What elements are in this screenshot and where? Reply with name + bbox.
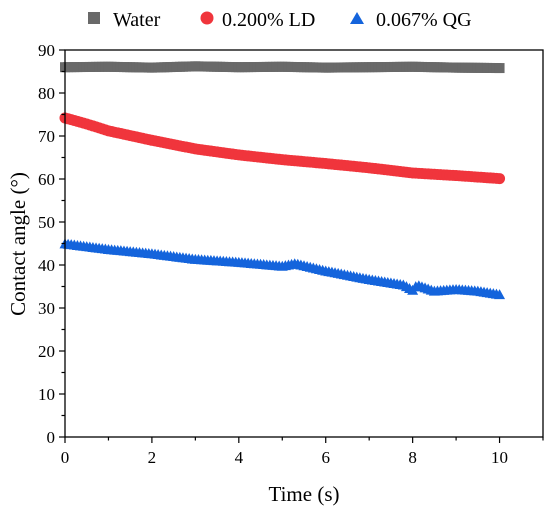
data-point — [494, 173, 506, 185]
legend-label-ld: 0.200% LD — [222, 9, 315, 31]
x-tick-label: 0 — [61, 448, 70, 467]
x-tick-label: 4 — [235, 448, 244, 467]
x-axis: 0 2 4 6 8 10 — [61, 437, 544, 467]
x-tick-label: 8 — [408, 448, 417, 467]
series-1 — [59, 112, 506, 185]
legend-label-qg: 0.067% QG — [376, 9, 472, 31]
legend-label-water: Water — [113, 9, 161, 31]
legend: Water 0.200% LD 0.067% QG — [88, 9, 472, 31]
legend-marker-water — [88, 12, 100, 24]
y-tick-label: 20 — [38, 342, 55, 361]
y-tick-label: 30 — [38, 299, 55, 318]
series-2 — [59, 238, 506, 300]
x-tick-label: 2 — [148, 448, 157, 467]
x-tick-label: 6 — [321, 448, 330, 467]
legend-marker-ld — [200, 11, 214, 25]
y-tick-label: 60 — [38, 170, 55, 189]
x-tick-label: 10 — [491, 448, 508, 467]
y-tick-label: 0 — [47, 428, 56, 447]
series-0 — [60, 61, 505, 74]
data-point — [494, 289, 506, 300]
plot-frame — [64, 49, 544, 438]
y-tick-label: 80 — [38, 84, 55, 103]
series-layer — [59, 61, 506, 300]
y-tick-label: 70 — [38, 127, 55, 146]
y-tick-label: 10 — [38, 385, 55, 404]
y-axis: 0 10 20 30 40 50 60 70 80 90 — [38, 41, 65, 447]
y-tick-label: 50 — [38, 213, 55, 232]
data-point — [494, 63, 505, 74]
x-axis-title: Time (s) — [269, 482, 340, 506]
y-axis-title: Contact angle (°) — [6, 172, 30, 316]
legend-marker-qg — [350, 12, 364, 24]
y-tick-label: 40 — [38, 256, 55, 275]
y-tick-label: 90 — [38, 41, 55, 60]
